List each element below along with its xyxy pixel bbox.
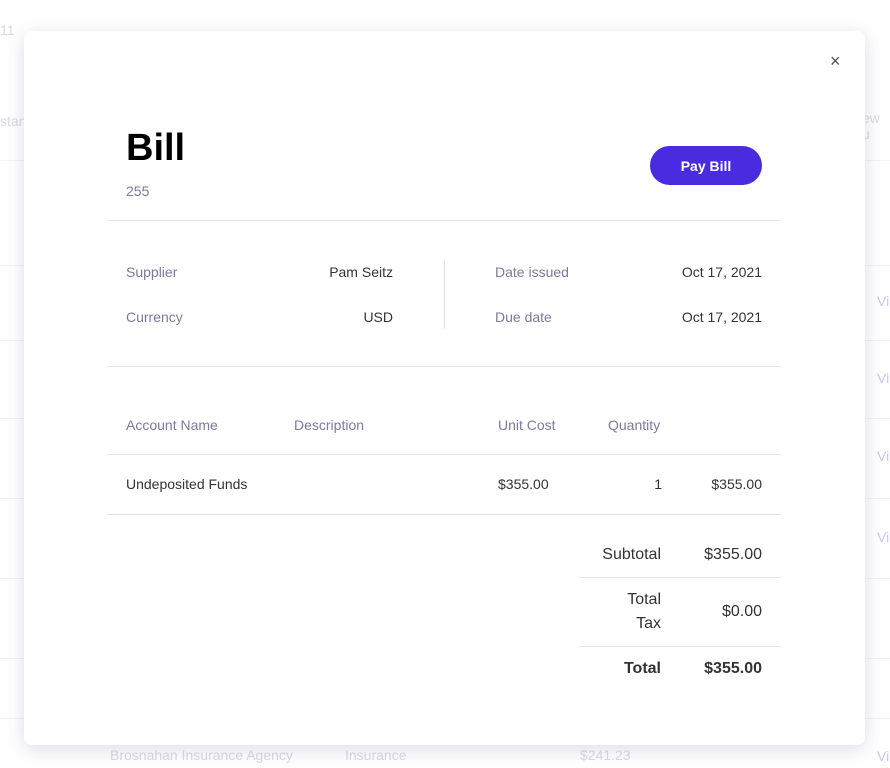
cell-unit-cost: $355.00: [498, 476, 549, 492]
header-unit-cost: Unit Cost: [498, 417, 556, 433]
subtotal-label: Subtotal: [602, 546, 661, 563]
bg-fragment: 11: [0, 22, 15, 38]
supplier-label: Supplier: [126, 264, 178, 280]
bg-fragment: ew u: [862, 110, 880, 142]
tax-value: $0.00: [721, 603, 762, 620]
currency-value: USD: [363, 309, 393, 325]
header-account-name: Account Name: [126, 417, 218, 433]
subtotal-value: $355.00: [704, 546, 762, 563]
due-date-value: Oct 17, 2021: [681, 309, 762, 325]
bg-fragment: stan: [0, 113, 27, 129]
tax-label-1: Total: [627, 591, 661, 608]
supplier-value: Pam Seitz: [329, 264, 393, 280]
tax-label-2: Tax: [636, 615, 661, 632]
total-label: Total: [623, 660, 661, 677]
view-link[interactable]: Vi: [877, 529, 890, 545]
view-link[interactable]: Vi: [877, 448, 890, 464]
due-date-label: Due date: [495, 309, 552, 325]
bg-category: Insurance: [345, 747, 407, 763]
page-title: Bill: [126, 127, 186, 169]
bg-supplier: Brosnahan Insurance Agency: [110, 747, 293, 763]
bill-modal: × Bill 255 Pay Bill Supplier Pam Seitz C…: [24, 31, 865, 745]
bill-number: 255: [126, 183, 150, 199]
cell-amount: $355.00: [711, 476, 762, 492]
currency-label: Currency: [126, 309, 183, 325]
total-value: $355.00: [704, 660, 762, 677]
cell-quantity: 1: [654, 476, 662, 492]
view-link[interactable]: Vi: [877, 370, 890, 386]
close-icon[interactable]: ×: [830, 51, 841, 71]
date-issued-label: Date issued: [495, 264, 569, 280]
header-quantity: Quantity: [608, 417, 661, 433]
date-issued-value: Oct 17, 2021: [681, 264, 762, 280]
bg-amount: $241.23: [580, 747, 631, 763]
pay-bill-button[interactable]: Pay Bill: [650, 146, 762, 185]
view-link[interactable]: Vi: [877, 293, 890, 309]
view-link[interactable]: Vi: [877, 748, 890, 764]
cell-account: Undeposited Funds: [126, 476, 248, 492]
header-description: Description: [294, 417, 365, 433]
